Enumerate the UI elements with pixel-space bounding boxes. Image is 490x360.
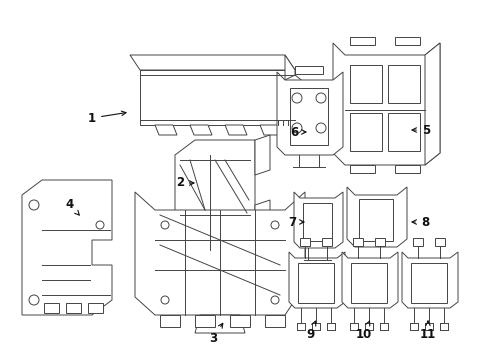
Bar (435, 238, 445, 246)
Polygon shape (260, 125, 282, 135)
Circle shape (292, 93, 302, 103)
Bar (411, 263, 447, 303)
Polygon shape (285, 99, 305, 112)
Circle shape (316, 93, 326, 103)
Bar (66, 303, 81, 313)
Bar (298, 263, 334, 303)
Polygon shape (230, 315, 250, 327)
Bar (88, 303, 103, 313)
Text: 11: 11 (420, 321, 436, 341)
Polygon shape (255, 200, 270, 220)
Bar (303, 203, 332, 241)
Polygon shape (255, 135, 270, 175)
Polygon shape (285, 55, 295, 125)
Text: 8: 8 (412, 216, 429, 229)
Polygon shape (195, 315, 215, 327)
Bar (353, 238, 363, 246)
Polygon shape (342, 252, 398, 308)
Text: 10: 10 (356, 321, 372, 341)
Circle shape (316, 123, 326, 133)
Bar (350, 165, 375, 173)
Text: 3: 3 (209, 323, 223, 345)
Polygon shape (265, 315, 285, 327)
Text: 6: 6 (290, 126, 306, 139)
Bar (388, 113, 420, 151)
Bar (300, 238, 310, 246)
Text: 7: 7 (288, 216, 304, 229)
Polygon shape (294, 192, 343, 248)
Bar (395, 37, 420, 45)
Circle shape (271, 296, 279, 304)
Text: 4: 4 (66, 198, 79, 215)
Bar (413, 238, 423, 246)
Polygon shape (130, 55, 295, 70)
Text: 1: 1 (88, 111, 126, 125)
Circle shape (96, 221, 104, 229)
Polygon shape (285, 87, 305, 100)
Polygon shape (140, 70, 295, 125)
Bar (197, 250, 213, 260)
Polygon shape (285, 75, 305, 88)
Bar (359, 199, 393, 241)
Bar (350, 113, 382, 151)
Circle shape (29, 295, 39, 305)
Bar (290, 88, 328, 145)
Bar (295, 66, 323, 74)
Circle shape (161, 221, 169, 229)
Bar (44, 303, 59, 313)
Bar (322, 238, 332, 246)
Polygon shape (289, 252, 345, 308)
Circle shape (271, 221, 279, 229)
Polygon shape (277, 72, 343, 155)
Bar (375, 238, 385, 246)
Circle shape (161, 296, 169, 304)
Text: 5: 5 (412, 123, 430, 136)
Polygon shape (135, 192, 305, 315)
Polygon shape (195, 315, 245, 333)
Bar (350, 37, 375, 45)
Polygon shape (402, 252, 458, 308)
Circle shape (292, 123, 302, 133)
Polygon shape (347, 187, 407, 247)
Polygon shape (175, 140, 255, 265)
Bar (351, 263, 387, 303)
Bar (395, 165, 420, 173)
Text: 2: 2 (176, 176, 194, 189)
Polygon shape (22, 180, 112, 315)
Polygon shape (225, 125, 247, 135)
Bar (350, 65, 382, 103)
Text: 9: 9 (306, 321, 316, 341)
Polygon shape (160, 315, 180, 327)
Polygon shape (425, 43, 440, 165)
Polygon shape (190, 125, 212, 135)
Polygon shape (333, 43, 440, 165)
Circle shape (29, 200, 39, 210)
Bar (388, 65, 420, 103)
Polygon shape (155, 125, 177, 135)
